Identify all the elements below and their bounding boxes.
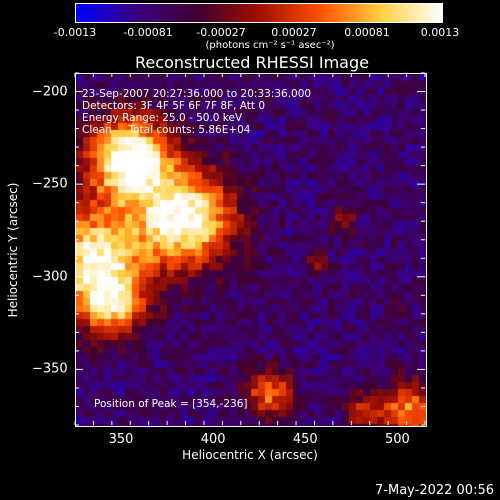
colorbar — [75, 3, 443, 23]
y-axis-label: Heliocentric Y (arcsec) — [6, 182, 20, 318]
heatmap-plot: 23-Sep-2007 20:27:36.000 to 20:33:36.000… — [75, 73, 427, 427]
x-axis-label: Heliocentric X (arcsec) — [182, 448, 318, 462]
x-tick-label: 500 — [384, 432, 410, 447]
peak-position-text: Position of Peak = [354,-236] — [94, 398, 248, 410]
x-tick-label: 400 — [200, 432, 226, 447]
x-tick-label: 350 — [108, 432, 134, 447]
y-tick-label: −200 — [32, 84, 68, 100]
colorbar-tick-label: -0.00027 — [196, 26, 246, 39]
y-tick-label: −350 — [32, 361, 68, 377]
colorbar-unit-label: (photons cm⁻² s⁻¹ asec⁻²) — [205, 40, 335, 51]
y-tick-label: −250 — [32, 176, 68, 192]
x-tick-label: 450 — [292, 432, 318, 447]
colorbar-tick-label: -0.00081 — [123, 26, 173, 39]
y-tick-label: −300 — [32, 269, 68, 285]
energy-range-text: Energy Range: 25.0 - 50.0 keV — [82, 112, 243, 124]
colorbar-tick-label: 0.0013 — [420, 26, 460, 39]
chart-title: Reconstructed RHESSI Image — [135, 53, 369, 72]
time-range-text: 23-Sep-2007 20:27:36.000 to 20:33:36.000 — [82, 88, 312, 100]
method-counts-text: Clean Total counts: 5.86E+04 — [82, 124, 251, 136]
detectors-text: Detectors: 3F 4F 5F 6F 7F 8F, Att 0 — [82, 100, 266, 112]
timestamp-footer: 7-May-2022 00:56 — [375, 483, 494, 498]
colorbar-tick-label: 0.00081 — [344, 26, 390, 39]
colorbar-tick-label: -0.0013 — [53, 26, 97, 39]
colorbar-tick-label: 0.00027 — [271, 26, 317, 39]
heatmap-image — [76, 74, 426, 426]
